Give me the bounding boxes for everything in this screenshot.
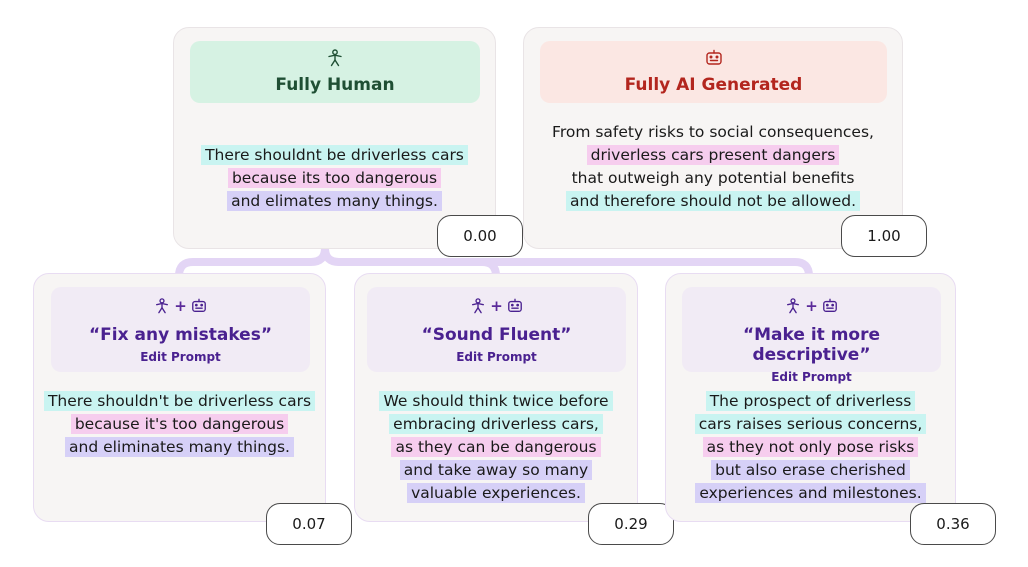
text-line: We should think twice before [379,391,613,411]
text-line: and therefore should not be allowed. [566,191,860,211]
person-icon [787,298,800,314]
text-line: because its too dangerous [227,168,442,188]
text-line: and elimates many things. [227,191,442,211]
fully-human-score: 0.00 [437,215,523,257]
edit-text: We should think twice before embracing d… [355,390,637,505]
edit-prompt-title: “Fix any mistakes” [89,325,272,345]
text-line: From safety risks to social consequences… [552,123,874,141]
fully-human-header: Fully Human [190,41,480,103]
plus-icon: + [805,297,818,315]
text-line: cars raises serious concerns, [694,414,927,434]
edit-header: + “Sound Fluent” Edit Prompt [367,287,626,372]
text-line: as they not only pose risks [702,437,919,457]
plus-icon: + [490,297,503,315]
person-icon [328,49,342,67]
edit-card-fix-mistakes: + “Fix any mistakes” Edit Prompt There s… [33,273,326,522]
fully-human-card: Fully Human There shouldnt be driverless… [173,27,496,249]
edit-card-more-descriptive: + “Make it more descriptive” Edit Prompt… [665,273,956,522]
fully-ai-score: 1.00 [841,215,927,257]
fully-ai-header: Fully AI Generated [540,41,887,103]
fully-human-text: There shouldnt be driverless cars becaus… [174,144,495,213]
plus-icon: + [174,297,187,315]
text-line: The prospect of driverless [705,391,916,411]
text-line: and take away so many [399,460,593,480]
person-icon [472,298,485,314]
edit-prompt-title: “Sound Fluent” [421,325,572,345]
fully-human-title: Fully Human [275,75,395,95]
text-line: valuable experiences. [407,483,585,503]
edit-score-sound-fluent: 0.29 [588,503,674,545]
person-icon [156,298,169,314]
edit-prompt-title: “Make it more descriptive” [742,325,881,365]
robot-icon [822,298,837,312]
robot-icon [705,49,722,65]
edit-text: The prospect of driverless cars raises s… [666,390,955,505]
fully-ai-title: Fully AI Generated [624,75,803,95]
edit-score-more-descriptive: 0.36 [910,503,996,545]
text-line: because it's too dangerous [70,414,289,434]
text-line: experiences and milestones. [695,483,926,503]
edit-prompt-label: Edit Prompt [771,370,852,384]
fully-ai-card: Fully AI Generated From safety risks to … [523,27,903,249]
text-line: driverless cars present dangers [586,145,840,165]
edit-score-fix-mistakes: 0.07 [266,503,352,545]
text-line: There shouldnt be driverless cars [201,145,468,165]
text-line: and eliminates many things. [65,437,294,457]
fully-ai-text: From safety risks to social consequences… [524,121,902,213]
edit-header: + “Fix any mistakes” Edit Prompt [51,287,310,372]
text-line: that outweigh any potential benefits [571,169,855,187]
text-line: but also erase cherished [711,460,910,480]
robot-icon [507,298,522,312]
text-line: embracing driverless cars, [389,414,603,434]
edit-text: There shouldn't be driverless cars becau… [34,390,325,459]
edit-prompt-label: Edit Prompt [456,350,537,364]
edit-card-sound-fluent: + “Sound Fluent” Edit Prompt We should t… [354,273,638,522]
text-line: There shouldn't be driverless cars [43,391,316,411]
robot-icon [191,298,206,312]
text-line: as they can be dangerous [391,437,601,457]
edit-prompt-label: Edit Prompt [140,350,221,364]
edit-header: + “Make it more descriptive” Edit Prompt [682,287,941,384]
